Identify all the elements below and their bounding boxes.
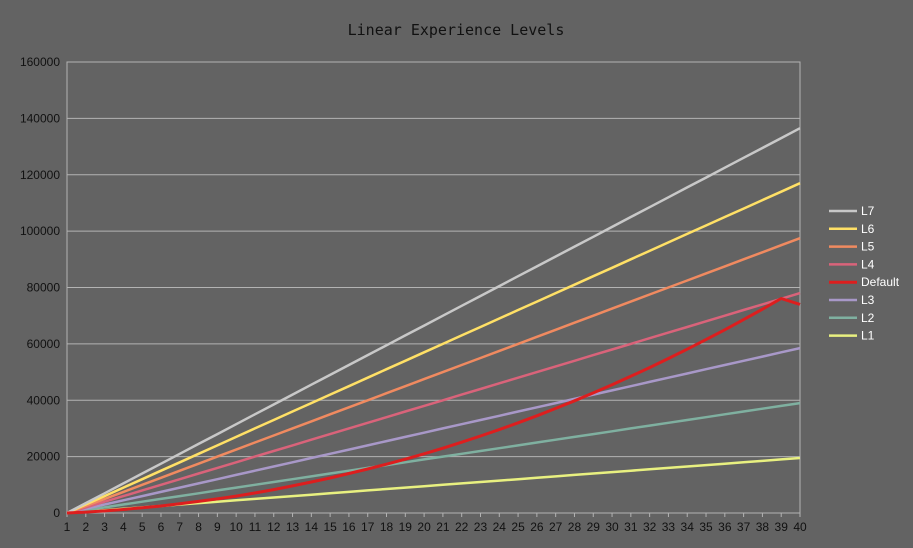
series-line-l5 <box>66 237 801 515</box>
x-axis-ticks: 1 2 3 4 5 6 7 8 9 10 11 12 13 14 15 16 17 18 19 20 21 22 23 24 2… <box>64 513 807 534</box>
series-line-l7 <box>66 127 801 515</box>
x-tick-label: 33 <box>662 520 676 534</box>
x-tick-label: 8 <box>195 520 202 534</box>
x-tick-label: 30 <box>605 520 619 534</box>
y-tick-label: 160000 <box>20 55 60 69</box>
x-tick-label: 19 <box>399 520 413 534</box>
x-tick-label: 40 <box>793 520 807 534</box>
y-tick-label: 20000 <box>27 450 61 464</box>
x-tick-label: 11 <box>249 520 262 534</box>
x-tick-label: 34 <box>681 520 695 534</box>
y-tick-label: 80000 <box>27 281 61 295</box>
x-tick-label: 16 <box>342 520 356 534</box>
y-tick-label: 140000 <box>20 111 60 125</box>
y-tick-label: 60000 <box>27 337 61 351</box>
x-tick-label: 12 <box>267 520 281 534</box>
x-tick-label: 3 <box>101 520 108 534</box>
x-tick-label: 25 <box>511 520 525 534</box>
x-tick-label: 31 <box>624 520 638 534</box>
x-tick-label: 2 <box>82 520 89 534</box>
x-tick-label: 37 <box>737 520 751 534</box>
x-tick-label: 15 <box>323 520 337 534</box>
x-tick-label: 21 <box>436 520 450 534</box>
x-tick-label: 36 <box>718 520 732 534</box>
chart-grid <box>66 61 801 514</box>
x-tick-label: 39 <box>775 520 789 534</box>
chart-series <box>66 127 801 515</box>
x-tick-label: 27 <box>549 520 563 534</box>
legend-label-l5: L5 <box>861 240 875 254</box>
y-tick-label: 120000 <box>20 168 60 182</box>
series-line-l6 <box>66 182 801 515</box>
x-tick-label: 28 <box>568 520 582 534</box>
y-tick-label: 40000 <box>27 393 61 407</box>
legend-label-l3: L3 <box>861 293 875 307</box>
x-tick-label: 20 <box>417 520 431 534</box>
legend-label-l4: L4 <box>861 257 875 271</box>
legend-label-l1: L1 <box>861 329 875 343</box>
x-tick-label: 14 <box>305 520 319 534</box>
chart-title: Linear Experience Levels <box>348 21 565 39</box>
x-tick-label: 1 <box>64 520 71 534</box>
series-line-default <box>66 297 801 515</box>
legend-label-l2: L2 <box>861 311 875 325</box>
x-tick-label: 7 <box>176 520 183 534</box>
x-tick-label: 5 <box>139 520 146 534</box>
legend-label-l7: L7 <box>861 204 875 218</box>
x-tick-label: 13 <box>286 520 300 534</box>
series-line-l3 <box>66 346 801 515</box>
x-tick-label: 9 <box>214 520 221 534</box>
x-tick-label: 38 <box>756 520 770 534</box>
x-tick-label: 26 <box>530 520 544 534</box>
chart-legend: L7 L6 L5 L4 Default L3 L2 L1 <box>829 204 900 343</box>
x-tick-label: 22 <box>455 520 469 534</box>
x-tick-label: 29 <box>587 520 601 534</box>
x-tick-label: 32 <box>643 520 657 534</box>
series-line-l4 <box>66 291 801 515</box>
y-axis-ticks: 0 20000 40000 60000 80000 100000 120000 140000 1… <box>20 55 60 520</box>
y-tick-label: 0 <box>53 506 60 520</box>
x-tick-label: 6 <box>158 520 165 534</box>
series-line-l2 <box>66 401 801 515</box>
x-tick-label: 4 <box>120 520 127 534</box>
x-tick-label: 17 <box>361 520 375 534</box>
x-tick-label: 35 <box>699 520 713 534</box>
x-tick-label: 23 <box>474 520 488 534</box>
x-tick-label: 24 <box>493 520 507 534</box>
y-tick-label: 100000 <box>20 224 60 238</box>
legend-label-default: Default <box>861 275 900 289</box>
legend-label-l6: L6 <box>861 222 875 236</box>
x-tick-label: 18 <box>380 520 394 534</box>
x-tick-label: 10 <box>229 520 243 534</box>
